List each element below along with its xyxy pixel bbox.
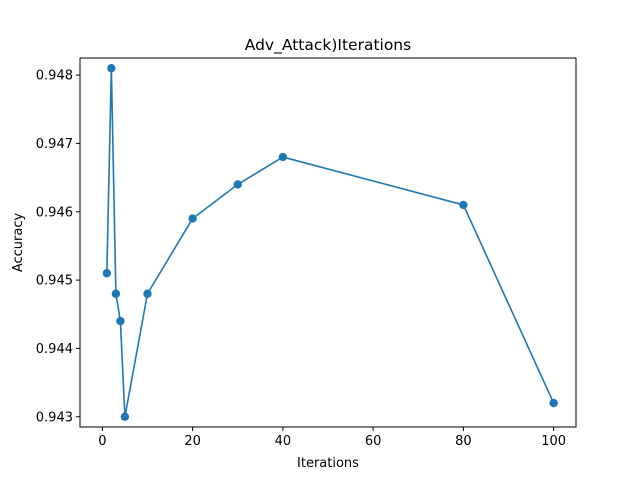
data-point bbox=[107, 64, 116, 73]
data-point bbox=[120, 412, 130, 421]
y-tick-label: 0.943 bbox=[36, 410, 73, 425]
plot-frame bbox=[79, 57, 577, 428]
data-point bbox=[188, 214, 197, 223]
y-tick-label: 0.946 bbox=[36, 205, 73, 220]
y-tick-label: 0.945 bbox=[36, 274, 73, 289]
y-axis-label: Accuracy bbox=[11, 213, 26, 273]
data-point bbox=[143, 289, 152, 298]
chart-title: Adv_Attack)Iterations bbox=[245, 36, 411, 55]
data-point bbox=[233, 180, 242, 189]
data-point bbox=[116, 316, 125, 326]
series-layer bbox=[102, 64, 558, 421]
x-tick-label: 100 bbox=[541, 434, 566, 449]
x-tick-label: 60 bbox=[365, 434, 382, 449]
data-point bbox=[111, 289, 121, 298]
y-tick-label: 0.944 bbox=[36, 342, 73, 357]
x-axis-ticks: 0 20 40 60 80 100 bbox=[98, 427, 566, 449]
data-point bbox=[102, 269, 112, 278]
x-tick-label: 20 bbox=[184, 434, 201, 449]
plot-background bbox=[80, 58, 576, 427]
x-tick-label: 80 bbox=[455, 434, 472, 449]
x-tick-label: 0 bbox=[98, 434, 106, 449]
data-point bbox=[459, 200, 468, 210]
y-tick-label: 0.948 bbox=[36, 69, 73, 84]
y-tick-label: 0.947 bbox=[36, 137, 73, 152]
x-axis-label: Iterations bbox=[297, 456, 359, 471]
data-point bbox=[278, 152, 288, 162]
data-point bbox=[549, 398, 558, 408]
x-tick-label: 40 bbox=[275, 434, 292, 449]
y-axis-ticks: 0.943 0.944 0.945 0.946 0.947 0.948 bbox=[36, 69, 80, 425]
